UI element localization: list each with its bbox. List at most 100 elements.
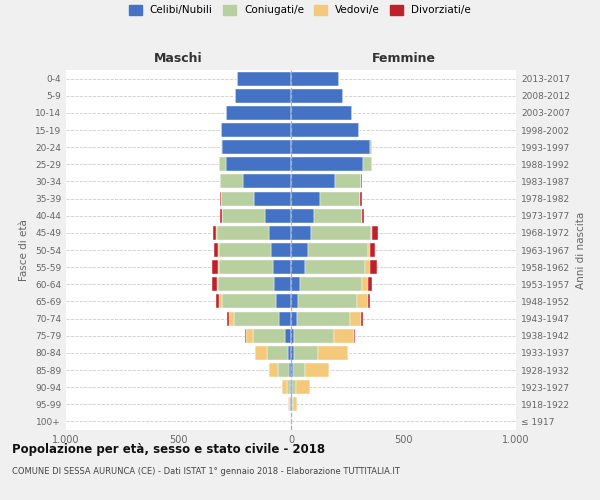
Bar (271, 243, 291, 257)
Bar (223, 140, 291, 154)
Bar (319, 346, 348, 360)
Bar (237, 72, 291, 86)
Bar (254, 192, 291, 205)
Bar (217, 226, 269, 240)
Text: Maschi: Maschi (154, 52, 203, 65)
Bar (223, 294, 277, 308)
Bar (273, 260, 291, 274)
Bar (229, 312, 233, 326)
Bar (226, 106, 291, 120)
Bar (219, 158, 226, 172)
Bar (286, 328, 291, 342)
Bar (245, 328, 246, 342)
Y-axis label: Fasce di età: Fasce di età (19, 219, 29, 281)
Bar (291, 106, 352, 120)
Bar (291, 346, 294, 360)
Bar (269, 226, 291, 240)
Bar (278, 312, 291, 326)
Bar (289, 363, 291, 377)
Bar (291, 192, 320, 205)
Bar (305, 260, 365, 274)
Bar (213, 226, 217, 240)
Bar (215, 294, 219, 308)
Bar (291, 140, 370, 154)
Bar (218, 243, 219, 257)
Bar (291, 398, 292, 411)
Bar (367, 243, 370, 257)
Bar (334, 328, 354, 342)
Bar (298, 294, 358, 308)
Bar (218, 260, 219, 274)
Bar (217, 278, 218, 291)
Bar (300, 278, 362, 291)
Bar (227, 312, 229, 326)
Bar (293, 398, 298, 411)
Bar (277, 294, 291, 308)
Bar (223, 208, 265, 222)
Bar (221, 123, 291, 137)
Bar (291, 243, 308, 257)
Bar (220, 192, 221, 205)
Bar (370, 140, 372, 154)
Bar (292, 398, 293, 411)
Bar (212, 260, 218, 274)
Bar (220, 174, 242, 188)
Bar (291, 72, 340, 86)
Bar (367, 278, 372, 291)
Bar (296, 380, 310, 394)
Bar (235, 88, 291, 102)
Bar (290, 380, 291, 394)
Bar (294, 346, 319, 360)
Bar (320, 192, 359, 205)
Bar (291, 278, 300, 291)
Bar (226, 158, 291, 172)
Bar (269, 363, 278, 377)
Bar (291, 294, 298, 308)
Bar (362, 208, 364, 222)
Bar (221, 140, 223, 154)
Bar (291, 312, 296, 326)
Bar (274, 278, 291, 291)
Bar (289, 398, 290, 411)
Bar (291, 158, 363, 172)
Bar (291, 174, 335, 188)
Bar (212, 278, 217, 291)
Bar (291, 328, 295, 342)
Bar (372, 226, 377, 240)
Bar (291, 88, 343, 102)
Bar (335, 174, 361, 188)
Bar (370, 260, 377, 274)
Bar (291, 363, 293, 377)
Bar (291, 208, 314, 222)
Bar (282, 380, 287, 394)
Bar (287, 380, 290, 394)
Bar (291, 123, 359, 137)
Bar (219, 260, 273, 274)
Bar (360, 192, 362, 205)
Text: Popolazione per età, sesso e stato civile - 2018: Popolazione per età, sesso e stato civil… (12, 442, 325, 456)
Bar (370, 243, 376, 257)
Bar (219, 294, 223, 308)
Bar (367, 294, 370, 308)
Bar (311, 226, 371, 240)
Text: Femmine: Femmine (371, 52, 436, 65)
Bar (246, 328, 253, 342)
Bar (253, 328, 286, 342)
Bar (293, 363, 305, 377)
Legend: Celibi/Nubili, Coniugati/e, Vedovi/e, Divorziati/e: Celibi/Nubili, Coniugati/e, Vedovi/e, Di… (125, 1, 475, 20)
Bar (265, 208, 291, 222)
Bar (305, 363, 329, 377)
Bar (219, 243, 271, 257)
Bar (233, 312, 278, 326)
Bar (314, 208, 362, 222)
Bar (290, 398, 291, 411)
Bar (255, 346, 268, 360)
Bar (349, 312, 361, 326)
Bar (362, 278, 367, 291)
Bar (287, 346, 291, 360)
Bar (291, 226, 311, 240)
Bar (348, 346, 349, 360)
Bar (363, 158, 372, 172)
Bar (354, 328, 355, 342)
Y-axis label: Anni di nascita: Anni di nascita (575, 212, 586, 288)
